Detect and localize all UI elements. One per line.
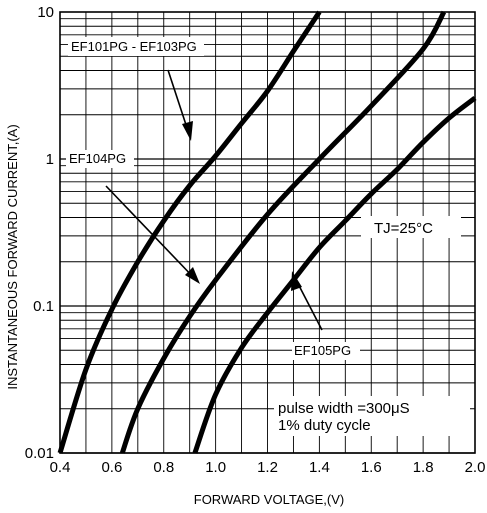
- arrowhead-101-103: [182, 121, 193, 141]
- label-pulse-width: pulse width =300μS: [278, 400, 410, 417]
- label-bg-101-103: [68, 37, 204, 56]
- arrow-104: [105, 185, 197, 281]
- y-tick-label: 0.01: [25, 445, 54, 462]
- series-curve-2: [119, 10, 447, 454]
- x-tick-label: 1.8: [413, 459, 434, 476]
- label-ef105pg: EF105PG: [294, 343, 351, 358]
- label-bg-temperature: [361, 216, 461, 238]
- label-temperature: TJ=25°C: [374, 220, 433, 237]
- label-ef101pg-ef103pg: EF101PG - EF103PG: [71, 39, 197, 54]
- annotations: EF101PG - EF103PG EF104PG TJ=25°C EF105P…: [66, 37, 470, 436]
- series-curve-3: [192, 96, 477, 454]
- x-tick-label: 1.4: [309, 459, 330, 476]
- tick-labels: 0.4 0.6 0.8 1.0 1.2 1.4 1.6 1.8 2.0 0.01 0.1 1 10: [25, 4, 486, 476]
- label-bg-105: [292, 342, 360, 360]
- y-axis-label: INSTANTANEOUS FORWARD CURRENT,(A): [5, 124, 20, 389]
- label-bg-pulse: [274, 396, 470, 436]
- x-tick-label: 0.8: [153, 459, 174, 476]
- x-tick-label: 2.0: [465, 459, 486, 476]
- label-ef104pg: EF104PG: [69, 151, 126, 166]
- label-bg-104: [66, 150, 134, 168]
- x-tick-label: 1.0: [205, 459, 226, 476]
- x-tick-label: 1.6: [361, 459, 382, 476]
- plot-frame: [59, 11, 476, 454]
- label-duty-cycle: 1% duty cycle: [278, 417, 371, 434]
- x-tick-label: 0.6: [101, 459, 122, 476]
- series-curve-1: [57, 10, 322, 454]
- x-axis-label: FORWARD VOLTAGE,(V): [194, 492, 344, 507]
- y-tick-label: 10: [37, 4, 54, 21]
- data-curves: [57, 10, 477, 454]
- y-tick-label: 1: [46, 151, 54, 168]
- y-tick-label: 0.1: [33, 298, 54, 315]
- x-tick-label: 1.2: [257, 459, 278, 476]
- x-tick-label: 0.4: [50, 459, 71, 476]
- arrowhead-105: [291, 271, 302, 291]
- arrowhead-104: [185, 267, 200, 284]
